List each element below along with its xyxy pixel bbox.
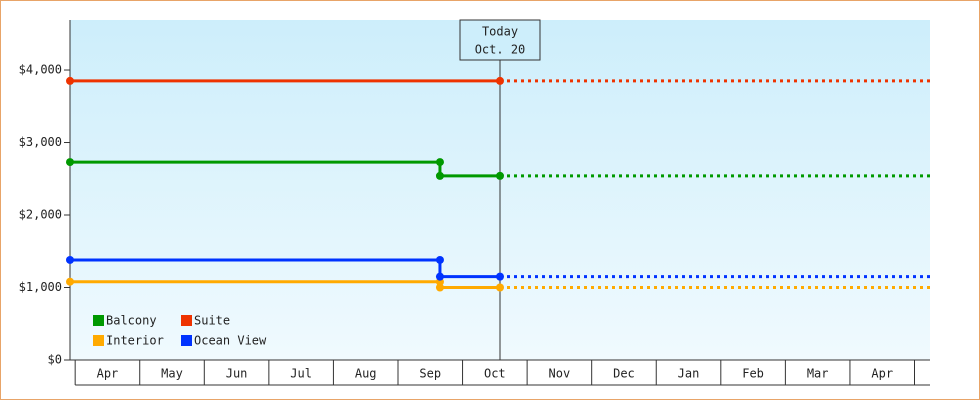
x-tick-label: Dec xyxy=(613,367,635,381)
y-tick-label: $2,000 xyxy=(19,208,62,222)
y-tick-label: $1,000 xyxy=(19,280,62,294)
price-line xyxy=(70,258,500,279)
y-tick-label: $4,000 xyxy=(19,63,62,77)
price-point xyxy=(66,277,74,286)
legend-swatch xyxy=(181,335,192,346)
legend-label: Interior xyxy=(106,334,164,348)
legend-swatch xyxy=(93,335,104,346)
x-tick-label: Aug xyxy=(355,367,377,381)
today-label: Oct. 20 xyxy=(475,43,526,57)
legend-swatch xyxy=(93,315,104,326)
x-tick-label: May xyxy=(161,367,183,381)
price-point xyxy=(435,158,444,167)
price-point xyxy=(435,255,444,264)
x-tick-label: Apr xyxy=(97,367,119,381)
price-point xyxy=(435,171,444,180)
x-tick-label: Jul xyxy=(290,367,312,381)
legend-label: Suite xyxy=(194,314,230,328)
today-label: Today xyxy=(482,25,518,39)
price-point xyxy=(435,272,444,281)
price-point xyxy=(496,76,504,85)
y-tick-label: $3,000 xyxy=(19,135,62,149)
price-point xyxy=(496,171,504,180)
price-point xyxy=(435,283,444,292)
price-line xyxy=(70,160,500,178)
price-point xyxy=(66,76,74,85)
x-tick-label: Oct xyxy=(484,367,506,381)
x-tick-label: Feb xyxy=(742,367,764,381)
price-point xyxy=(496,283,504,292)
today-box xyxy=(459,19,541,61)
price-point xyxy=(496,272,504,281)
price-point xyxy=(66,255,74,264)
x-tick-label: Mar xyxy=(807,367,829,381)
y-tick-label: $0 xyxy=(48,353,62,367)
x-tick-label: Jun xyxy=(226,367,248,381)
price-point xyxy=(66,158,74,167)
legend-swatch xyxy=(181,315,192,326)
legend-label: Ocean View xyxy=(194,334,267,348)
x-tick-label: Nov xyxy=(549,367,571,381)
x-tick-label: Jan xyxy=(678,367,700,381)
x-tick-label: Sep xyxy=(419,367,441,381)
legend-label: Balcony xyxy=(106,314,157,328)
x-tick-label: Apr xyxy=(871,367,893,381)
